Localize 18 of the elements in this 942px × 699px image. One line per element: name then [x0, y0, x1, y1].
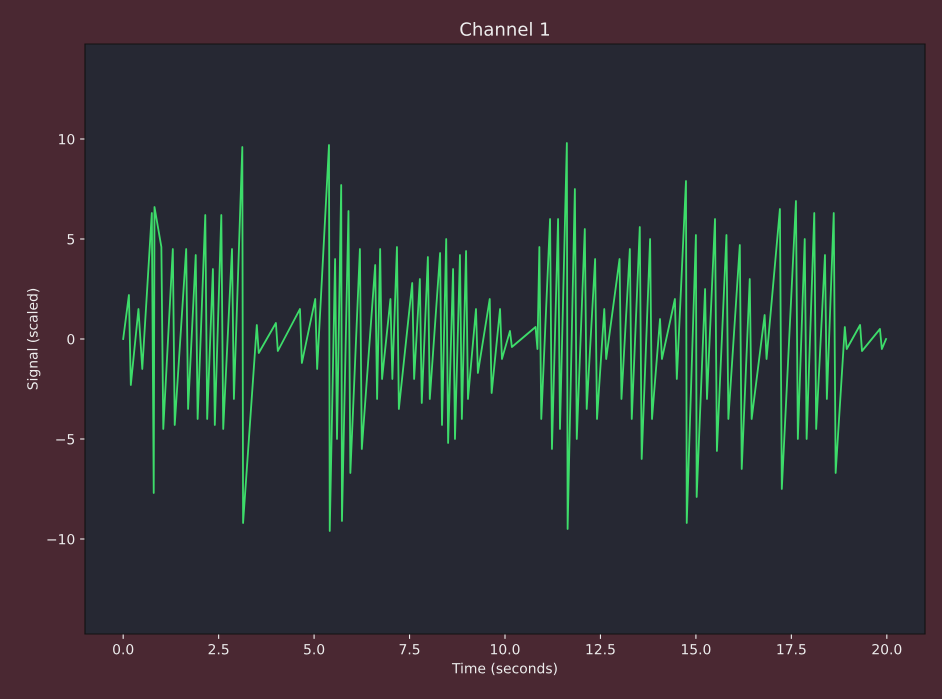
x-tick-label: 12.5: [586, 644, 615, 654]
x-tick-label: 15.0: [682, 644, 710, 654]
y-tick-label: −10: [47, 534, 74, 544]
x-axis-title: Time (seconds): [452, 662, 557, 676]
y-axis-title: Signal (scaled): [26, 288, 40, 390]
y-tick-label: 5: [68, 234, 74, 244]
y-tick-label: −5: [56, 434, 74, 444]
x-tick-label: 0.0: [113, 644, 134, 654]
x-tick-label: 17.5: [777, 644, 806, 654]
x-tick-label: 20.0: [872, 644, 902, 654]
x-tick-label: 5.0: [304, 644, 324, 654]
x-tick-label: 10.0: [491, 644, 520, 654]
x-tick-label: 2.5: [208, 644, 228, 654]
y-tick-label: 0: [67, 334, 74, 344]
line-series: [122, 142, 887, 532]
x-tick-label: 7.5: [400, 644, 420, 654]
y-tick-label: 10: [59, 134, 74, 144]
chart-title: Channel 1: [460, 22, 550, 36]
